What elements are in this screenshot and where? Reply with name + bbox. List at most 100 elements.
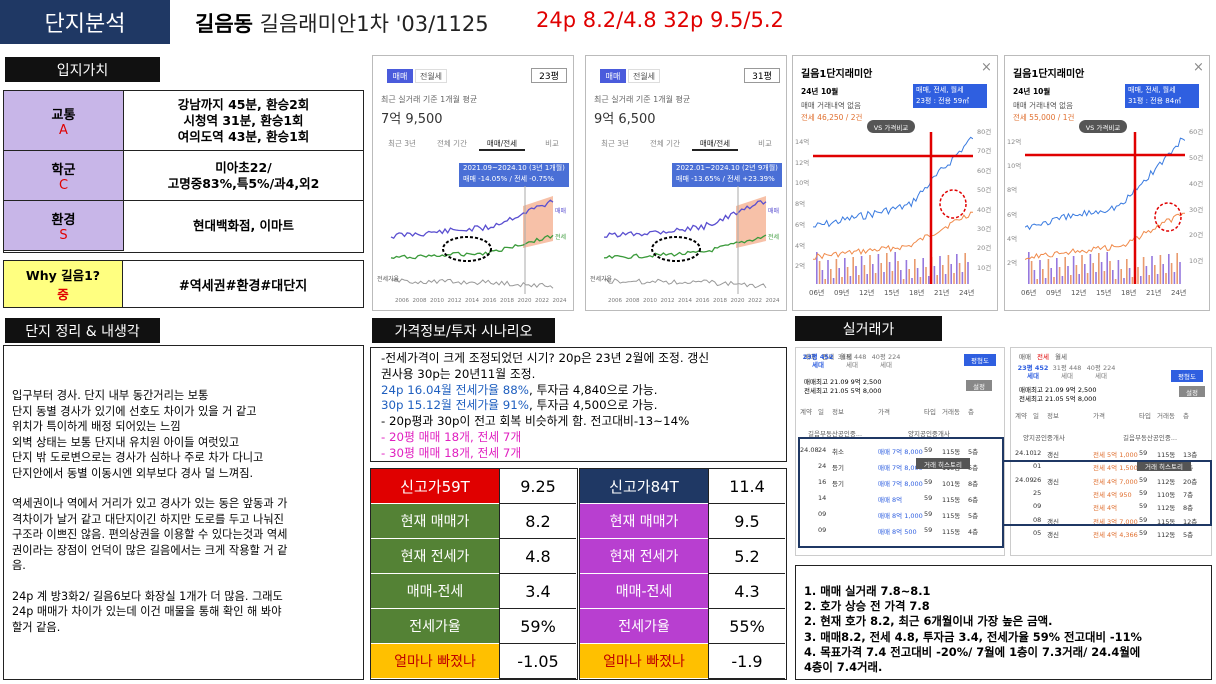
row-value: 강남까지 45분, 환승2회 시청역 31분, 환승1회 여의도역 43분, 환승1… [124, 91, 363, 151]
axis-label: 50건 [977, 186, 992, 195]
shape [1123, 278, 1125, 284]
tooltip: 2022.01~2024.10 (2년 9개월) 매매 -13.65% / 전세 … [672, 163, 782, 187]
axis-label: 20건 [1189, 231, 1204, 240]
compare: VS 가격비교 [867, 120, 915, 133]
compare: VS 가격비교 [1079, 120, 1127, 133]
year: 18년 [1121, 289, 1137, 297]
deal-cell: 매매 7억 8,000 [878, 480, 923, 488]
deal-cell: 등기 [832, 464, 844, 472]
deal-cell: 101동 [942, 480, 961, 488]
price: 9억 6,500 [594, 112, 656, 127]
date: 24년 10월 [1013, 87, 1051, 96]
shape [1170, 263, 1173, 284]
chart-art [1025, 132, 1185, 284]
shape [956, 254, 958, 284]
deal-cell: 112동 [1157, 477, 1176, 486]
note-line: 권이라는 장점이 언덕이 많은 길음에서는 크게 작용할 거 같 [12, 543, 288, 557]
deal-cell: 59 [924, 510, 933, 518]
high: 전세최고 21.05 5억 8,000 [804, 387, 882, 395]
rent: 전세 55,000 / 1건 [1013, 113, 1075, 122]
shape [1176, 253, 1178, 284]
year: 2024 [552, 298, 567, 304]
note-line: 단지 동별 경사가 있기에 선호도 차이가 있을 거 같고 [12, 404, 257, 418]
row-value: 미아초22/고명중83%,특5%/과4,외2 [124, 151, 363, 201]
year: 2008 [625, 298, 640, 304]
deal-cell: 전세 4억 4,366 [1093, 530, 1138, 539]
screenshot: 매매 전세 월세 23평 452세대 31평 448세대 40평 224세대 평형도 매매최고… [795, 347, 1005, 556]
shape [1036, 279, 1038, 284]
shape [1173, 272, 1176, 284]
shape [830, 269, 832, 284]
axis-label: 12억 [795, 158, 810, 167]
paragraph: 역세권이나 역에서 거리가 있고 경사가 있는 동은 앞동과 가 격차이가 날거 … [12, 496, 363, 574]
sale: 매매 거래내역 없음 [801, 101, 861, 110]
column: 계약 [800, 408, 812, 416]
metric-table: 신고가84T 11.4 현재 매매가 9.5 현재 전세가 5.2 매매-전세 4.3 전세가율… [579, 468, 787, 680]
deal-cell: 115동 [1157, 517, 1176, 526]
deal-cell: 전세 5억 1,000 [1093, 451, 1138, 459]
note-line: 음. [12, 559, 26, 572]
close: × [981, 60, 992, 75]
text: 24p 16.04월 전세가율 88% [381, 382, 530, 397]
shape [855, 266, 857, 284]
year: 2022 [748, 298, 762, 304]
shape [1067, 266, 1069, 284]
shape [821, 270, 824, 284]
shape [1064, 257, 1066, 284]
metric-value: 9.25 [499, 469, 576, 504]
year: 2016 [482, 298, 497, 304]
year: 12년 [1071, 289, 1087, 297]
tab: 전월세 [628, 69, 660, 83]
grade: S [59, 227, 68, 243]
shape [844, 258, 846, 284]
shape [1078, 274, 1080, 284]
shape [1148, 275, 1150, 284]
shape [894, 252, 896, 284]
label: 학군 [51, 162, 76, 178]
shape [869, 255, 871, 284]
high: 전세최고 21.05 5억 8,000 [1019, 395, 1097, 403]
tooltip: 거래 히스토리 [916, 458, 970, 469]
shape [1084, 264, 1086, 284]
line: 현대백화점, 이마트 [192, 218, 295, 233]
section-label: 단지 정리 & 내생각 [5, 318, 160, 343]
shape [919, 277, 922, 284]
grade: A [59, 122, 68, 138]
shape [1100, 262, 1103, 284]
rent-line [603, 234, 767, 260]
shape [939, 256, 941, 284]
year: 2024 [765, 298, 780, 304]
text: - 20평 매매 18개, 전세 7개 [381, 429, 522, 444]
deal-cell: 01 [1033, 462, 1042, 471]
shape [944, 274, 947, 284]
shape [1103, 271, 1106, 284]
column: 계약 [1015, 412, 1027, 420]
sale-line [603, 200, 767, 238]
title-bold: 길음동 [195, 12, 253, 36]
sale: 매매 거래내역 없음 [1013, 101, 1073, 110]
tooltip-period: 2022.01~2024.10 (2년 9개월) [676, 164, 778, 172]
year: 09년 [1046, 289, 1062, 297]
shape [1053, 277, 1055, 284]
period-tab: 매매/전세 [692, 138, 738, 151]
tab: 매매 [387, 69, 413, 83]
date: 24년 10월 [801, 87, 839, 96]
shape [1050, 268, 1052, 284]
deal-cell: 59 [1139, 515, 1148, 524]
shape [933, 266, 936, 284]
size-tab: 40평 224세대 [871, 353, 901, 369]
year: 2016 [695, 298, 710, 304]
screenshot: 매매 전월세 31평 최근 실거래 기준 1개월 평균 9억 6,500 최근 3년 전체 … [585, 55, 787, 311]
period-tab: 매매/전세 [479, 138, 525, 151]
button: 설정 [1179, 386, 1205, 397]
agent: 양지공인중개사 [1023, 434, 1065, 442]
shape [1156, 274, 1159, 284]
summary-line: 1. 매매 실거래 7.8~8.1 [804, 584, 931, 598]
deal-cell: 20층 [1183, 477, 1198, 486]
shape [846, 267, 849, 284]
title-rest: 길음래미안1차 '03/1125 [259, 12, 489, 36]
deal-cell: 5층 [968, 464, 979, 472]
shape [852, 257, 854, 284]
axis-label: 8억 [1007, 186, 1018, 195]
axis-label: 30건 [1189, 205, 1204, 214]
